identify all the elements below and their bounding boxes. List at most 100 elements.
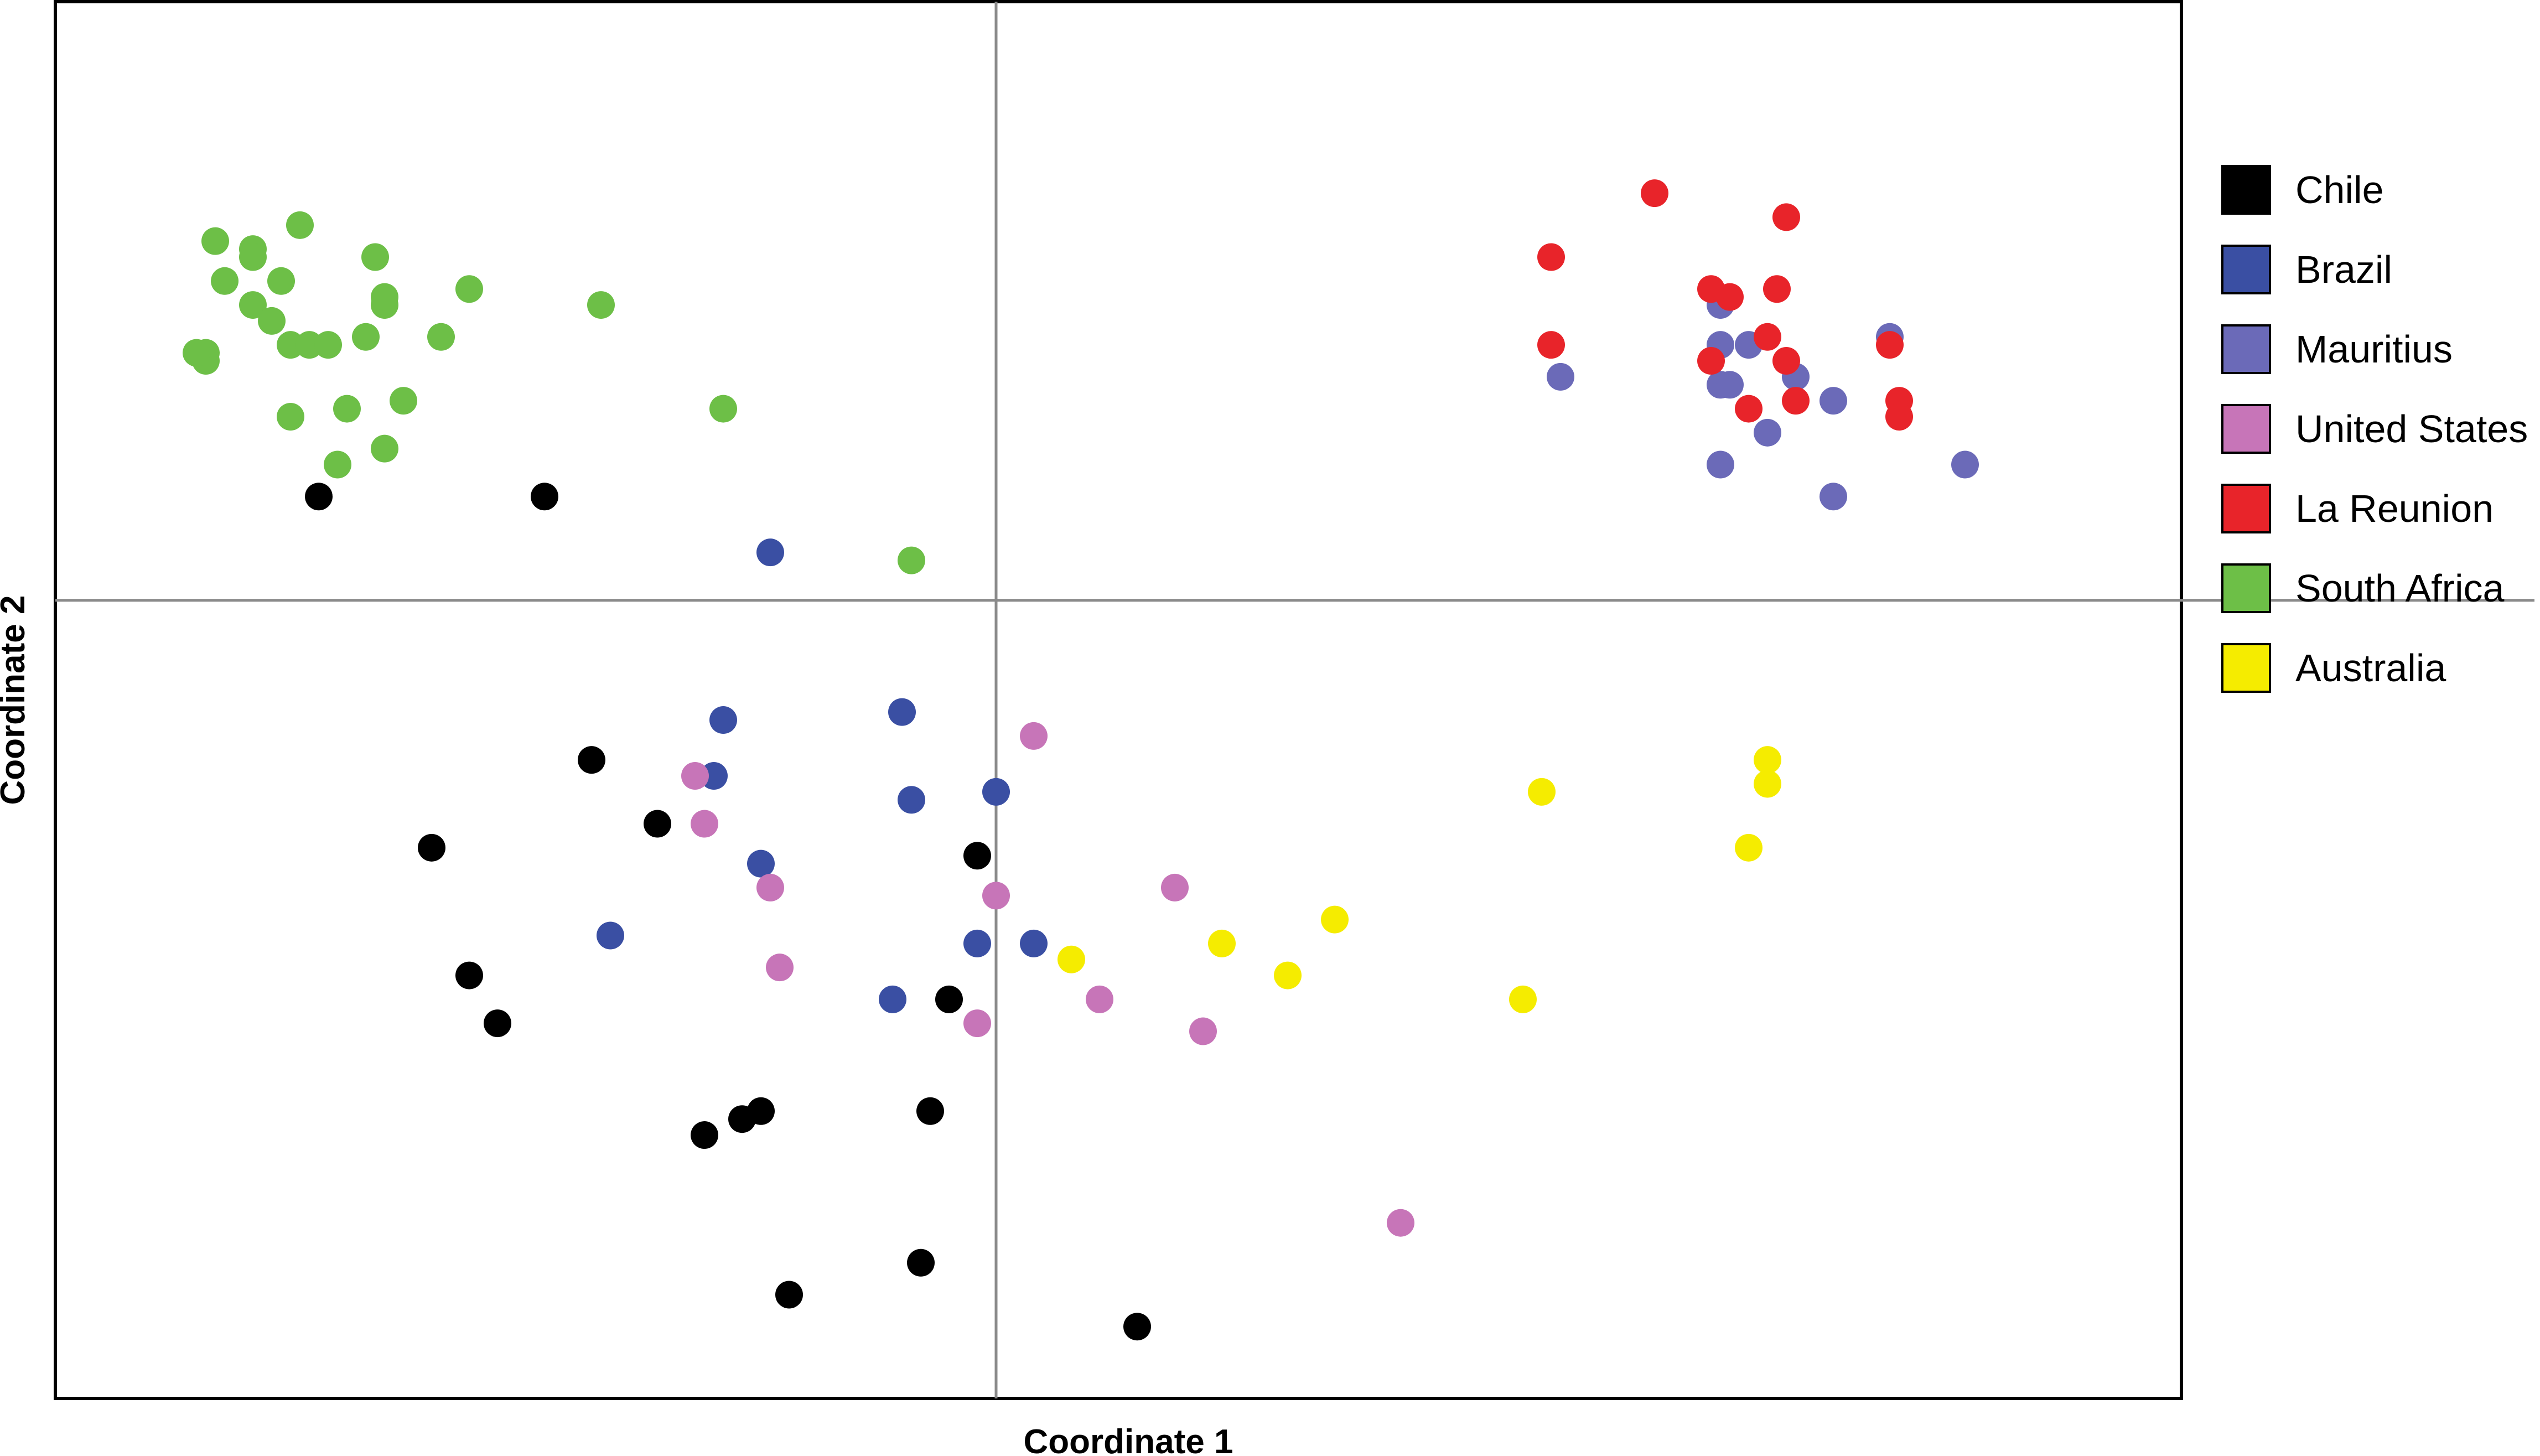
point-la-reunion-11 [1772, 347, 1800, 375]
point-brazil-6 [982, 778, 1010, 806]
point-mauritius-8 [1754, 418, 1781, 447]
point-la-reunion-8 [1537, 331, 1565, 359]
point-south-africa-13 [258, 307, 286, 335]
point-united-states-9 [963, 1009, 991, 1038]
point-chile-13 [916, 1097, 944, 1125]
point-chile-10 [747, 1097, 775, 1125]
point-united-states-6 [1161, 873, 1189, 901]
point-chile-3 [578, 746, 605, 774]
point-brazil-1 [756, 538, 784, 567]
point-la-reunion-9 [1876, 331, 1904, 359]
legend-label-australia: Australia [2295, 646, 2446, 690]
point-brazil-8 [597, 921, 624, 950]
legend-label-brazil: Brazil [2295, 248, 2392, 291]
point-united-states-11 [1387, 1209, 1414, 1237]
point-south-africa-27 [371, 434, 398, 463]
point-chile-12 [935, 985, 963, 1013]
point-south-africa-25 [709, 395, 737, 423]
legend-swatch-australia [2221, 643, 2271, 693]
legend-label-united-states: United States [2295, 407, 2528, 450]
point-south-africa-21 [183, 339, 210, 367]
point-chile-1 [305, 483, 333, 511]
point-chile-15 [775, 1281, 803, 1309]
point-la-reunion-10 [1697, 347, 1725, 375]
plot-frame [54, 0, 2183, 1400]
legend-label-chile: Chile [2295, 168, 2384, 211]
point-chile-8 [691, 1121, 718, 1149]
point-south-africa-26 [324, 450, 351, 479]
point-united-states-5 [982, 882, 1010, 910]
legend-swatch-la-reunion [2221, 484, 2271, 533]
point-australia-1 [1754, 746, 1781, 774]
point-united-states-3 [691, 810, 718, 838]
point-united-states-10 [1189, 1017, 1217, 1045]
point-la-reunion-6 [1763, 275, 1791, 303]
point-south-africa-22 [333, 395, 361, 423]
point-australia-7 [1058, 945, 1085, 973]
x-axis-title: Coordinate 1 [1024, 1423, 1233, 1456]
legend-swatch-south-africa [2221, 563, 2271, 613]
legend-swatch-chile [2221, 165, 2271, 215]
point-south-africa-8 [455, 275, 483, 303]
point-mauritius-12 [1820, 483, 1847, 511]
point-mauritius-9 [1820, 387, 1847, 415]
point-south-africa-7 [361, 243, 389, 271]
point-la-reunion-5 [1716, 283, 1744, 311]
point-united-states-1 [1020, 722, 1048, 750]
point-la-reunion-3 [1537, 243, 1565, 271]
point-south-africa-5 [211, 267, 239, 295]
point-south-africa-17 [352, 323, 380, 351]
point-united-states-4 [756, 873, 784, 901]
legend-swatch-brazil [2221, 245, 2271, 294]
point-chile-11 [963, 842, 991, 870]
point-south-africa-1 [286, 211, 314, 239]
point-australia-8 [1274, 961, 1302, 989]
point-brazil-3 [888, 698, 916, 726]
point-brazil-2 [709, 706, 737, 734]
point-chile-16 [1123, 1313, 1151, 1341]
point-chile-4 [644, 810, 671, 838]
legend-swatch-united-states [2221, 404, 2271, 454]
point-australia-5 [1321, 905, 1349, 934]
point-brazil-11 [879, 985, 906, 1013]
point-south-africa-6 [267, 267, 295, 295]
point-south-africa-23 [390, 387, 417, 415]
point-united-states-2 [681, 762, 709, 790]
y-axis-title: Coordinate 2 [0, 595, 32, 805]
point-chile-14 [907, 1248, 935, 1277]
point-mauritius-1 [1547, 362, 1574, 391]
point-la-reunion-7 [1754, 323, 1781, 351]
point-south-africa-18 [427, 323, 455, 351]
point-mauritius-10 [1707, 450, 1734, 479]
point-south-africa-16 [314, 331, 342, 359]
data-points [183, 179, 1979, 1341]
point-la-reunion-15 [1885, 402, 1913, 431]
point-la-reunion-1 [1641, 179, 1668, 208]
point-chile-2 [531, 483, 558, 511]
point-australia-2 [1754, 770, 1781, 798]
point-australia-6 [1208, 929, 1236, 957]
legend-label-mauritius: Mauritius [2295, 328, 2453, 371]
legend: Chile Brazil Mauritius United States La Reun… [2221, 165, 2528, 693]
legend-label-la-reunion: La Reunion [2295, 487, 2494, 530]
point-chile-6 [455, 961, 483, 989]
point-south-africa-9 [587, 291, 615, 319]
point-la-reunion-12 [1735, 395, 1763, 423]
point-mauritius-13 [1951, 450, 1979, 479]
point-south-africa-2 [201, 227, 229, 255]
point-brazil-7 [747, 849, 775, 878]
point-south-africa-4 [239, 243, 267, 271]
point-la-reunion-2 [1772, 203, 1800, 231]
point-brazil-5 [898, 786, 925, 814]
legend-label-south-africa: South Africa [2295, 567, 2505, 610]
point-la-reunion-13 [1782, 387, 1810, 415]
point-australia-9 [1509, 985, 1537, 1013]
point-australia-4 [1735, 833, 1763, 862]
point-united-states-7 [766, 954, 794, 982]
point-australia-3 [1528, 778, 1556, 806]
point-united-states-8 [1086, 985, 1113, 1013]
point-brazil-10 [1020, 929, 1048, 957]
point-chile-7 [484, 1009, 511, 1038]
point-chile-5 [418, 833, 445, 862]
